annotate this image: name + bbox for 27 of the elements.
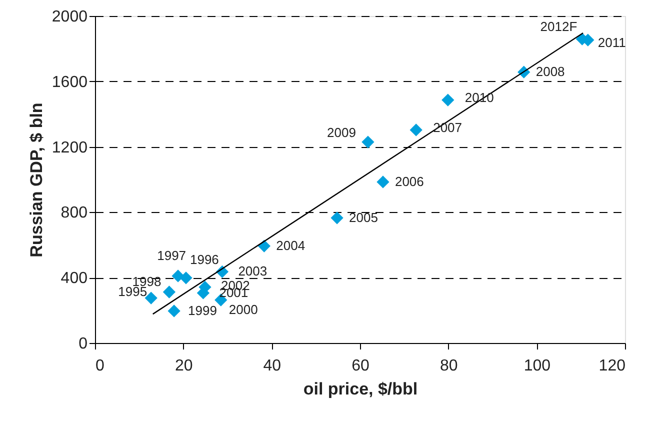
annotation: 2000 — [228, 302, 258, 317]
y-tick-label: 1200 — [52, 139, 88, 156]
y-axis-title: Russian GDP, $ bln — [26, 102, 46, 258]
annotation: 2009 — [327, 125, 356, 140]
annotation: 2011 — [598, 35, 626, 50]
x-tick-label: 20 — [174, 358, 193, 374]
annotation: 2012F — [540, 19, 578, 34]
annotation: 2005 — [349, 210, 378, 225]
y-tick-label: 800 — [60, 204, 88, 222]
annotation: 1997 — [157, 248, 186, 263]
x-tick-label: 60 — [352, 358, 370, 374]
annotation: 2003 — [238, 264, 268, 279]
x-tick-label: 80 — [440, 358, 458, 374]
x-tick-label: 0 — [96, 358, 104, 374]
annotation: 1996 — [190, 252, 219, 267]
x-tick-label: 100 — [524, 358, 551, 374]
y-tick-label: 0 — [78, 336, 88, 352]
annotation: 1999 — [188, 302, 217, 318]
x-tick-label: 40 — [263, 358, 282, 374]
annotation: 2006 — [394, 174, 424, 189]
y-tick-label: 1600 — [52, 74, 88, 91]
x-tick-label: 120 — [598, 358, 626, 374]
annotation: 2004 — [276, 238, 306, 254]
y-tick-label: 400 — [60, 270, 88, 288]
x-axis-title: oil price, $/bbl — [303, 380, 418, 398]
y-tick-label: 2000 — [52, 8, 88, 26]
annotation: 2008 — [536, 64, 565, 80]
